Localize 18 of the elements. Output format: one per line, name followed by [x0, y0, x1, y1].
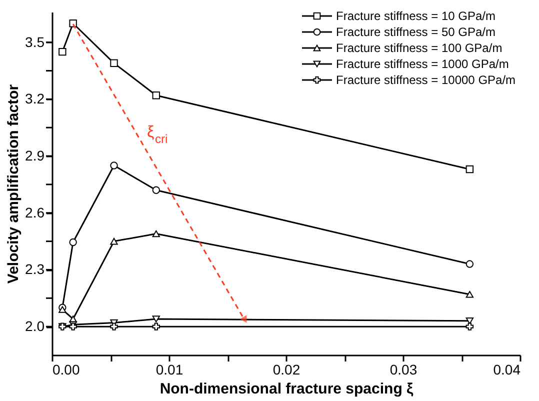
x-axis-title: Non-dimensional fracture spacing ξ — [160, 380, 414, 398]
y-tick-label: 2.6 — [25, 204, 45, 220]
legend-label: Fracture stiffness = 10 GPa/m — [336, 9, 496, 23]
x-tick-label: 0.03 — [390, 362, 418, 378]
x-tick-label: 0.00 — [52, 362, 80, 378]
y-tick-label: 2.0 — [25, 318, 45, 334]
legend-label: Fracture stiffness = 100 GPa/m — [336, 41, 502, 55]
y-axis-title: Velocity amplification factor — [5, 84, 22, 284]
x-tick-label: 0.02 — [272, 362, 300, 378]
x-tick-label: 0.04 — [493, 362, 521, 378]
legend-label: Fracture stiffness = 50 GPa/m — [336, 25, 496, 39]
y-tick-label: 2.3 — [25, 261, 45, 278]
legend-label: Fracture stiffness = 10000 GPa/m — [336, 73, 516, 87]
legend-label: Fracture stiffness = 1000 GPa/m — [336, 57, 509, 71]
y-tick-label: 2.9 — [25, 148, 45, 164]
x-tick-label: 0.01 — [156, 362, 184, 378]
y-tick-label: 3.2 — [25, 90, 45, 107]
y-tick-label: 3.5 — [25, 34, 45, 50]
